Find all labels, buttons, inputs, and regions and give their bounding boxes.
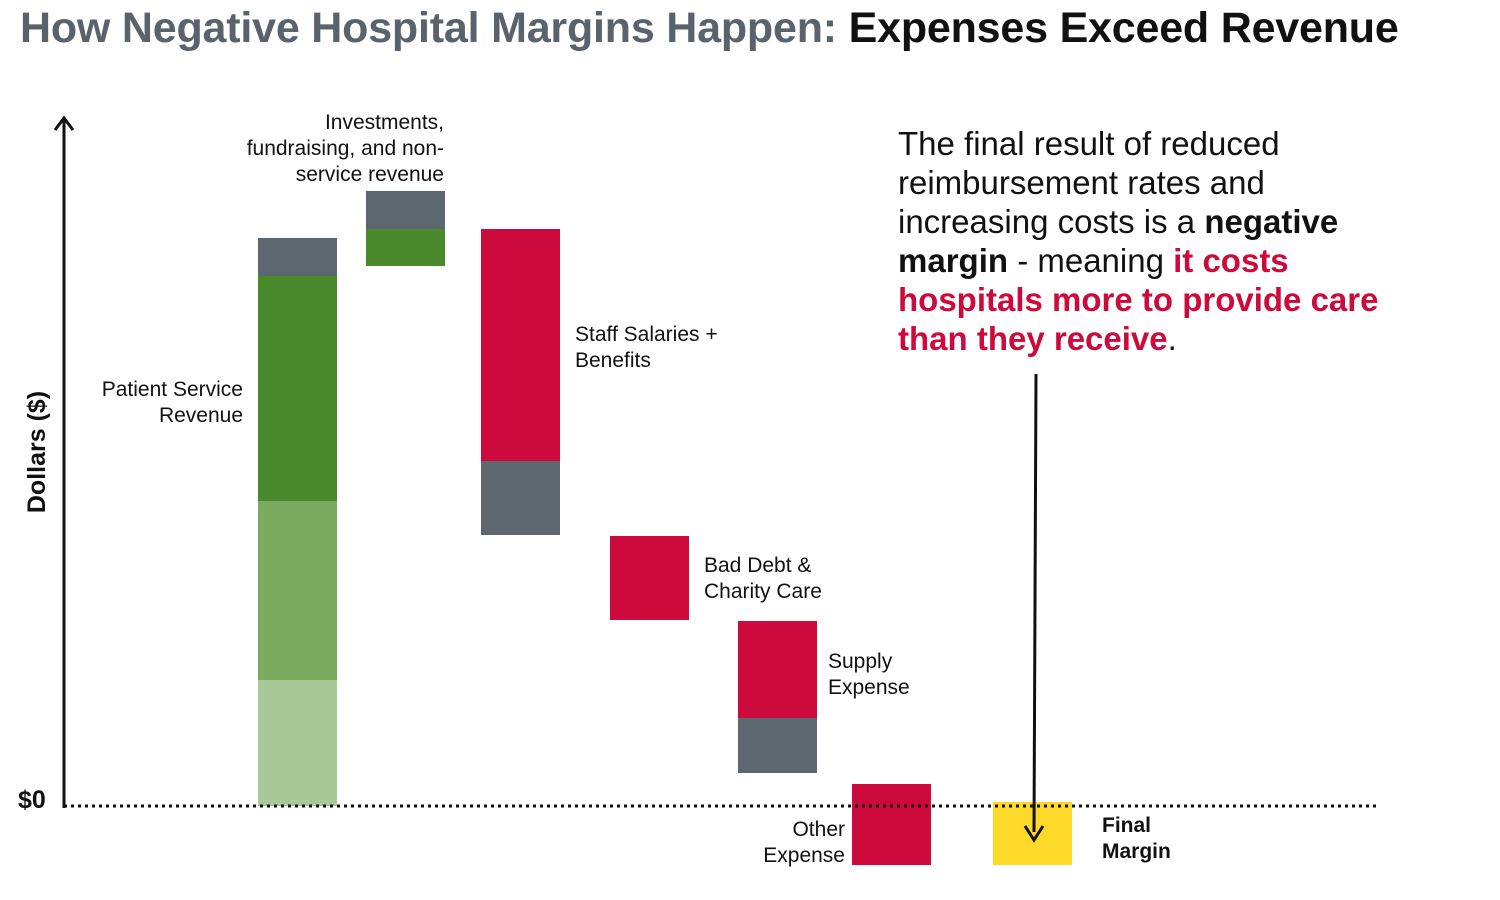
bar-segment-6-1 <box>852 784 931 865</box>
y-axis-arrowhead <box>53 115 75 131</box>
callout-part2: - meaning <box>1008 242 1174 279</box>
step-label-line: Expense <box>828 676 910 699</box>
step-label-line: Other <box>792 818 845 841</box>
waterfall-step-6 <box>852 784 931 865</box>
step-label-6: Other Expense <box>763 818 845 867</box>
step-label-line: Final <box>1102 814 1151 837</box>
step-label-line: Benefits <box>575 349 651 372</box>
chart-title-prefix: How Negative Hospital Margins Happen: <box>20 4 849 52</box>
callout-arrowhead <box>1023 825 1045 843</box>
waterfall-step-3 <box>481 229 560 535</box>
labels-layer: Patient Service Revenue Investments, fundra… <box>102 111 1171 867</box>
step-label-line: fundraising, and non- <box>247 137 444 160</box>
callout-part3: . <box>1167 320 1177 357</box>
bar-segment-3-1 <box>481 461 560 535</box>
step-label-line: Margin <box>1102 840 1171 863</box>
waterfall-step-2 <box>366 191 445 266</box>
waterfall-step-4 <box>610 536 689 620</box>
waterfall-step-5 <box>738 621 817 773</box>
callout-text: The final result of reduced reimbursemen… <box>898 124 1418 358</box>
callout-bold: negative margin <box>898 203 1339 279</box>
step-label-line: Patient Service <box>102 378 243 401</box>
chart-title-emphasis: Expenses Exceed Revenue <box>848 4 1399 52</box>
bar-segment-1-3 <box>258 276 337 501</box>
bar-segment-1-2 <box>258 501 337 680</box>
bar-segment-5-2 <box>738 621 817 718</box>
step-label-3: Staff Salaries + Benefits <box>575 323 718 372</box>
waterfall-step-7 <box>993 802 1072 865</box>
step-label-line: Staff Salaries + <box>575 323 718 346</box>
step-label-7: Final Margin <box>1102 814 1171 863</box>
callout-arrow <box>1032 373 1038 833</box>
step-label-line: Expense <box>763 844 845 867</box>
y-axis-label: Dollars ($) <box>23 391 51 513</box>
step-label-4: Bad Debt & Charity Care <box>704 554 822 603</box>
step-label-line: Revenue <box>159 404 243 427</box>
chart-title: How Negative Hospital Margins Happen: Ex… <box>20 4 1399 53</box>
bar-segment-3-2 <box>481 229 560 461</box>
bar-segment-5-1 <box>738 718 817 773</box>
step-label-1: Patient Service Revenue <box>102 378 243 427</box>
bar-segment-2-2 <box>366 191 445 229</box>
step-label-line: Charity Care <box>704 580 822 603</box>
callout-highlight: it costs hospitals more to provide care … <box>898 242 1379 357</box>
waterfall-step-1 <box>258 238 337 806</box>
bar-segment-2-1 <box>366 229 445 266</box>
bars-layer <box>258 191 1072 865</box>
step-label-2: Investments, fundraising, and non-service… <box>247 111 444 186</box>
step-label-5: Supply Expense <box>828 650 910 699</box>
bar-segment-1-4 <box>258 238 337 276</box>
step-label-line: Bad Debt & <box>704 554 811 577</box>
step-label-line: service revenue <box>296 163 444 186</box>
callout-part1: The final result of reduced reimbursemen… <box>898 125 1280 240</box>
zero-label: $0 <box>18 786 46 814</box>
bar-segment-7-1 <box>993 802 1072 865</box>
step-label-line: Supply <box>828 650 893 673</box>
bar-segment-4-1 <box>610 536 689 620</box>
step-label-line: Investments, <box>325 111 444 134</box>
bar-segment-1-1 <box>258 680 337 806</box>
